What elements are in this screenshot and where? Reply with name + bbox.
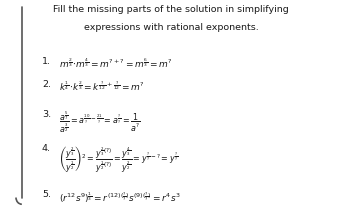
Text: 4.: 4. (42, 144, 51, 153)
Text: $k^{\frac{1}{4}}\!\cdot\!k^{\frac{2}{3}} = k^{\frac{?}{12}+\frac{?}{12}} = m^{?}: $k^{\frac{1}{4}}\!\cdot\!k^{\frac{2}{3}}… (59, 80, 145, 93)
Text: $(r^{12}s^{9})^{\frac{1}{3}} = r^{(12)(\frac{?}{?})}s^{(9)(\frac{?}{?})} = r^{4}: $(r^{12}s^{9})^{\frac{1}{3}} = r^{(12)(\… (59, 190, 181, 205)
Text: 3.: 3. (42, 110, 51, 119)
Text: 2.: 2. (42, 80, 51, 89)
Text: expressions with rational exponents.: expressions with rational exponents. (84, 23, 258, 32)
Text: $\dfrac{a^{\frac{5}{7}}}{a^{\frac{3}{2}}} = a^{\frac{10}{?}-\frac{21}{?}} = a^{\: $\dfrac{a^{\frac{5}{7}}}{a^{\frac{3}{2}}… (59, 110, 141, 135)
Text: $\left(\dfrac{y^{\frac{2}{3}}}{y^{\frac{1}{2}}}\right)^{2} = \dfrac{y^{\frac{2}{: $\left(\dfrac{y^{\frac{2}{3}}}{y^{\frac{… (59, 144, 178, 174)
Text: Fill the missing parts of the solution in simplifying: Fill the missing parts of the solution i… (53, 5, 289, 14)
Text: 1.: 1. (42, 57, 51, 66)
Text: 5.: 5. (42, 190, 51, 199)
Text: $m^{\frac{2}{3}}\!\cdot\!m^{\frac{4}{3}} = m^{?+?} = m^{\frac{6}{3}} = m^{?}$: $m^{\frac{2}{3}}\!\cdot\!m^{\frac{4}{3}}… (59, 57, 172, 70)
